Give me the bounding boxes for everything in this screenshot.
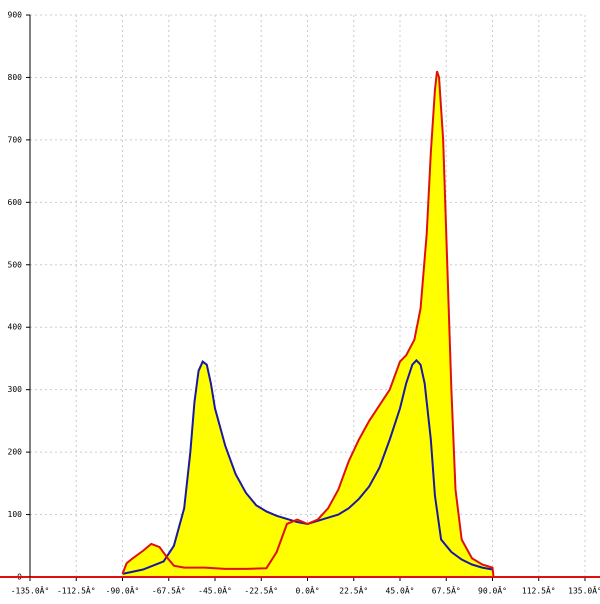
y-tick-label: 100	[8, 510, 23, 519]
y-tick-label: 400	[8, 323, 23, 332]
x-tick-label: -45.0Â°	[198, 585, 232, 596]
x-tick-label: 45.0Â°	[386, 585, 415, 596]
series-line	[121, 70, 495, 578]
y-tick-label: 600	[8, 198, 23, 207]
x-tick-label: -67.5Â°	[152, 585, 186, 596]
x-tick-label: -22.5Â°	[244, 585, 278, 596]
x-tick-label: -90.0Â°	[106, 585, 140, 596]
y-tick-label: 900	[8, 11, 23, 20]
y-tick-label: 300	[8, 385, 23, 394]
x-tick-label: 0.0Â°	[295, 585, 319, 596]
y-tick-label: 700	[8, 135, 23, 144]
x-tick-label: 112.5Â°	[522, 585, 556, 596]
x-tick-label: 135.0Â°	[568, 585, 600, 596]
y-tick-label: 200	[8, 448, 23, 457]
x-tick-label: -112.5Â°	[57, 585, 96, 596]
x-tick-label: 67.5Â°	[432, 585, 461, 596]
y-tick-label: 500	[8, 260, 23, 269]
area-fill	[122, 71, 494, 577]
x-tick-label: 90.0Â°	[478, 585, 507, 596]
x-tick-label: -135.0Â°	[11, 585, 50, 596]
y-tick-label: 800	[8, 73, 23, 82]
series-line	[122, 358, 493, 575]
x-tick-label: 22.5Â°	[339, 585, 368, 596]
